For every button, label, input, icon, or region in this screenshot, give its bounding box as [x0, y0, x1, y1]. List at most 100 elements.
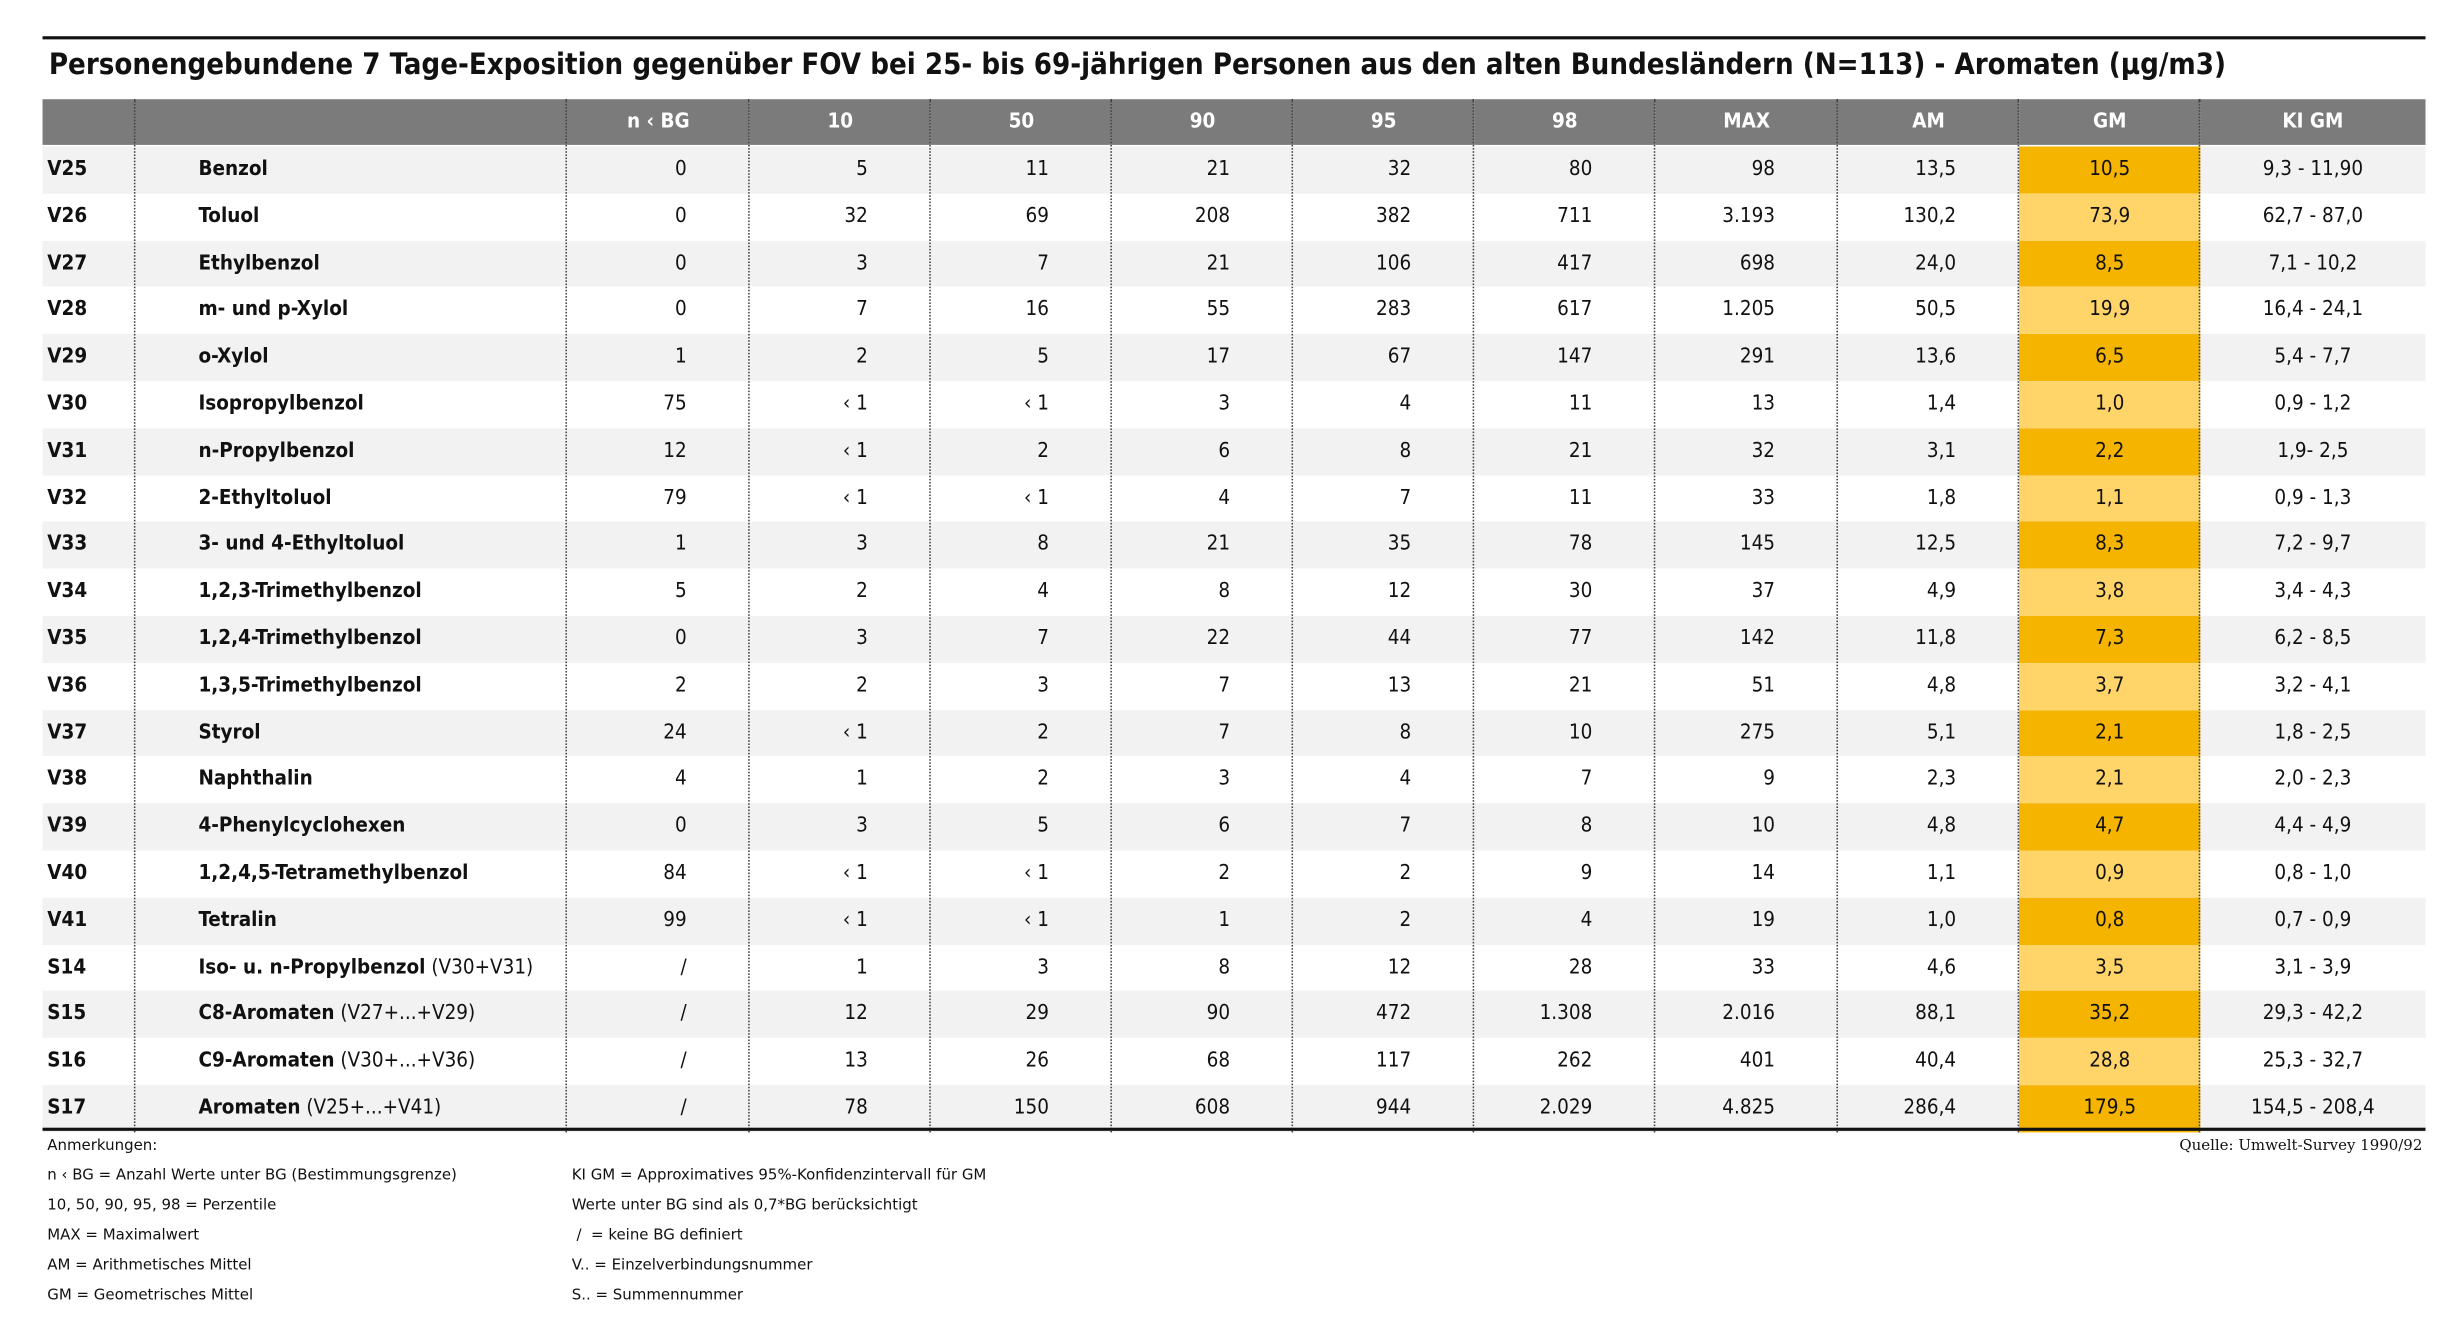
cell: 142 [1739, 626, 1776, 651]
cell: 275 [1739, 720, 1776, 745]
cell: 7 [1580, 767, 1593, 792]
cell: 3,5 [2019, 944, 2201, 992]
cell: 98 [1751, 157, 1776, 182]
cell: 3,7 [2019, 662, 2201, 710]
row-name: Benzol [198, 146, 567, 193]
header-cell: AM [1838, 99, 2020, 145]
cell: 4,8 [1926, 814, 1957, 839]
name: Aromaten [198, 1096, 301, 1120]
cell: 73,9 [2019, 193, 2201, 241]
cell: 33 [1751, 955, 1776, 980]
cell: 130,2 [1903, 204, 1957, 229]
cell: 1,8 [1926, 486, 1957, 510]
cell: 0 [674, 626, 687, 651]
cell: 24,0 [1915, 251, 1957, 275]
cell: 10 [1568, 720, 1593, 745]
cell: 2,1 [2019, 756, 2201, 804]
column-separator [1836, 99, 1839, 1133]
name: n-Propylbenzol [198, 439, 355, 463]
cell: 3,2 - 4,1 [2274, 673, 2352, 698]
cell: 2,2 [2019, 428, 2201, 476]
cell: 24 [663, 720, 687, 745]
cell: 2,3 [1926, 767, 1957, 792]
cell: 4,9 [1926, 579, 1957, 604]
cell: 1 [674, 532, 687, 557]
cell: 4,8 [1926, 673, 1957, 698]
cell: 32 [1387, 157, 1412, 182]
cell: / [680, 1049, 687, 1073]
cell: 3,8 [2019, 568, 2201, 616]
cell: 32 [1751, 439, 1776, 463]
cell: 17 [1206, 345, 1231, 369]
column-separator [1653, 99, 1656, 1133]
column-separator [133, 99, 136, 1133]
column-separator [748, 99, 750, 1133]
cell: 21 [1568, 439, 1593, 463]
cell: 32 [844, 204, 868, 229]
cell: 50,5 [1915, 298, 1957, 322]
cell: 2,0 - 2,3 [2274, 767, 2352, 792]
cell: 0 [674, 157, 687, 182]
cell: 28 [1568, 955, 1593, 980]
name-suffix: (V30+...+V36) [340, 1049, 476, 1073]
cell: 5 [1037, 345, 1049, 369]
cell: 2 [1037, 439, 1049, 463]
cell: 4,7 [2019, 803, 2201, 851]
column-separator [1291, 99, 1294, 1133]
cell: 7 [1218, 673, 1231, 698]
cell: 10,5 [2019, 146, 2201, 194]
name: C8-Aromaten [198, 1002, 335, 1026]
row-id: V31 [47, 439, 88, 463]
cell: 0,9 - 1,3 [2274, 486, 2352, 510]
cell: ‹ 1 [842, 720, 868, 745]
cell: 12 [844, 1002, 868, 1026]
cell: 0,8 [2019, 897, 2201, 945]
cell: 2 [1399, 908, 1412, 933]
row-name: Aromaten (V25+...+V41) [198, 1085, 567, 1132]
cell: 21 [1206, 251, 1231, 275]
cell: 0,8 - 1,0 [2274, 861, 2352, 886]
row-id: S16 [47, 1049, 87, 1073]
row-id: S14 [47, 955, 87, 980]
cell: 3 [1218, 767, 1231, 792]
column-separator [2198, 99, 2201, 1133]
cell: 4 [674, 767, 687, 792]
cell: 16 [1025, 298, 1049, 322]
cell: 67 [1387, 345, 1412, 369]
note: KI GM = Approximatives 95%-Konfidenzinte… [571, 1167, 987, 1185]
row-name: 1,2,3-Trimethylbenzol [198, 569, 567, 616]
cell: 79 [663, 486, 687, 510]
cell: ‹ 1 [842, 908, 868, 933]
title: Personengebundene 7 Tage-Exposition gege… [48, 48, 2226, 82]
cell: 7 [1218, 720, 1231, 745]
cell: 7,1 - 10,2 [2268, 251, 2358, 275]
name: Tetralin [198, 908, 277, 933]
note: Werte unter BG sind als 0,7*BG berücksic… [571, 1197, 918, 1215]
cell: 4 [1580, 908, 1593, 933]
cell: 8,5 [2019, 240, 2201, 288]
cell: 69 [1025, 204, 1049, 229]
name: Iso- u. n-Propylbenzol [198, 955, 426, 980]
cell: 35 [1387, 532, 1412, 557]
row-id: S17 [47, 1096, 87, 1120]
header-cell: KI GM [2200, 99, 2426, 145]
cell: 11 [1568, 392, 1593, 416]
cell: 12 [1387, 579, 1412, 604]
cell: / [680, 1002, 687, 1026]
cell: 19,9 [2019, 287, 2201, 335]
header-cell: 90 [1111, 99, 1294, 145]
cell: 0 [674, 251, 687, 275]
name: Isopropylbenzol [198, 392, 364, 416]
cell: 11 [1025, 157, 1049, 182]
cell: 1,4 [1926, 392, 1957, 416]
cell: 944 [1376, 1096, 1412, 1120]
cell: 13 [844, 1049, 868, 1073]
row-id: V34 [47, 579, 88, 604]
cell: ‹ 1 [842, 439, 868, 463]
cell: 0 [674, 298, 687, 322]
cell: 5 [856, 157, 868, 182]
notes-heading: Anmerkungen: [47, 1137, 158, 1155]
name: m- und p-Xylol [198, 298, 349, 322]
cell: 208 [1194, 204, 1231, 229]
